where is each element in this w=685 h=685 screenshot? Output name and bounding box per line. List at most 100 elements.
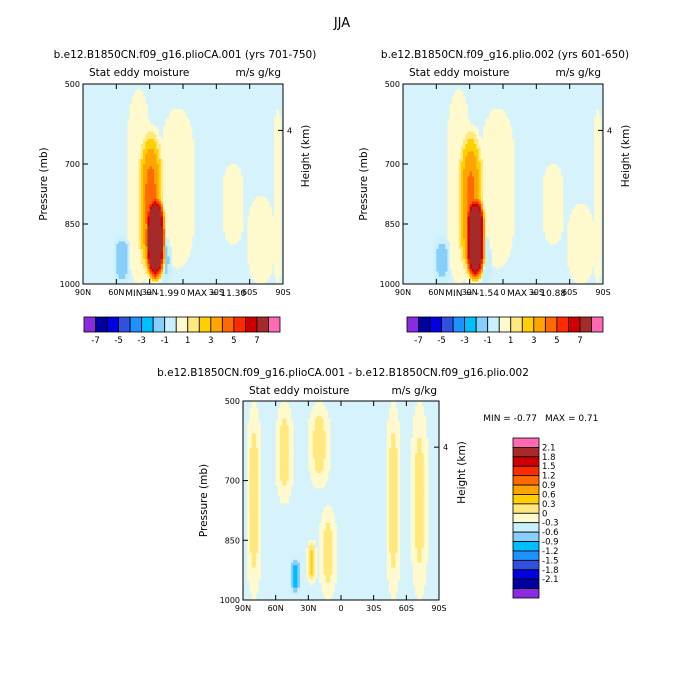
contour-cell [460,164,464,167]
contour-cell [129,134,133,137]
contour-cell [167,131,171,135]
contour-cell [178,166,182,170]
contour-cell [451,111,455,115]
contour-cell [240,226,244,230]
contour-cell [167,189,171,192]
contour-cell [140,144,144,147]
contour-cell [131,129,135,132]
contour-cell [183,171,186,175]
contour-cell [185,139,188,142]
contour-cell [589,214,593,217]
contour-cell [136,189,139,192]
contour-cell [167,176,171,180]
contour-cell [234,171,237,175]
contour-cell [129,166,133,170]
contour-cell [180,214,184,217]
contour-cell [171,209,175,212]
contour-cell [143,96,146,100]
contour-cell [503,161,506,165]
contour-cell [274,224,277,227]
contour-cell [556,216,559,220]
contour-cell [123,244,126,247]
contour-cell [231,231,235,235]
contour-cell [131,126,135,130]
contour-cell [469,229,473,232]
contour-cell [276,214,279,217]
contour-cell [560,211,564,215]
contour-cell [247,219,251,222]
contour-cell [129,196,133,200]
contour-cell [260,246,264,250]
contour-cell [134,221,137,225]
contour-cell [594,169,597,172]
contour-cell [485,184,488,187]
contour-cell [147,244,151,247]
contour-cell [576,234,579,237]
contour-cell [469,226,473,230]
contour-cell [180,189,184,192]
contour-cell [191,221,195,225]
contour-cell [267,239,271,242]
contour-cell [178,156,182,160]
contour-cell [478,224,482,227]
contour-cell [131,211,135,215]
contour-cell [454,136,457,140]
contour-cell [483,194,486,197]
contour-cell [138,274,142,277]
contour-cell [165,249,168,252]
contour-cell [491,194,495,197]
contour-cell [136,121,139,125]
contour-cell [127,211,131,215]
contour-cell [143,181,146,185]
contour-cell [183,144,186,147]
contour-cell [543,196,546,200]
contour-cell [487,224,491,227]
contour-cell [547,209,551,212]
contour-cell [558,204,562,207]
contour-cell [189,139,193,142]
contour-cell [174,249,177,252]
contour-cell [138,171,142,175]
contour-cell [463,144,466,147]
contour-cell [154,279,157,282]
contour-cell [229,201,233,205]
contour-cell [149,204,153,207]
contour-cell [129,109,133,112]
contour-cell [134,199,137,202]
contour-cell [229,166,233,170]
contour-cell [496,221,499,225]
contour-cell [476,146,479,150]
contour-cell [140,276,144,280]
contour-cell [167,136,171,140]
contour-cell [131,184,135,187]
contour-cell [185,249,188,252]
contour-cell [231,171,235,175]
contour-cell [160,191,164,195]
contour-cell [143,156,146,160]
contour-cell [189,191,193,195]
contour-cell [549,239,553,242]
contour-cell [465,151,468,155]
contour-cell [160,234,164,237]
contour-cell [271,229,275,232]
contour-cell [458,159,462,162]
contour-cell [238,196,242,200]
contour-cell [167,184,171,187]
contour-cell [265,219,268,222]
contour-cell [131,114,135,117]
contour-cell [189,159,193,162]
contour-cell [491,239,495,242]
contour-cell [229,189,233,192]
contour-cell [454,141,457,145]
contour-cell [574,231,577,235]
contour-cell [587,226,591,230]
contour-cell [178,234,182,237]
contour-cell [234,231,237,235]
contour-cell [151,184,155,187]
contour-cell [149,159,153,162]
contour-cell [591,226,595,230]
contour-cell [509,214,513,217]
contour-cell [594,151,597,155]
contour-cell [503,169,506,172]
contour-cell [171,199,175,202]
